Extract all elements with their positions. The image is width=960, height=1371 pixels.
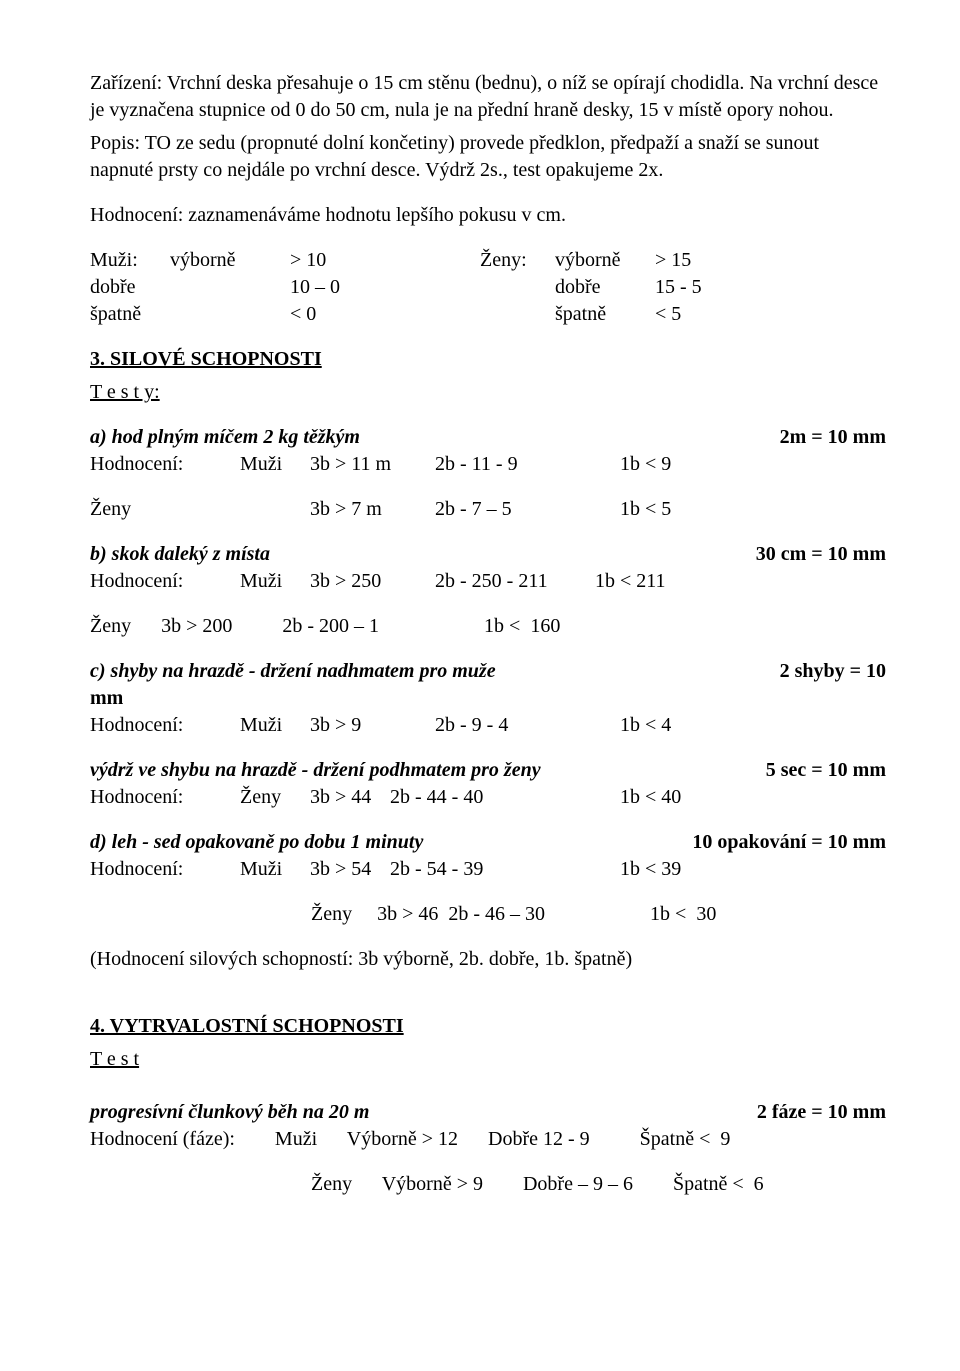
cell: 1b < 39 [620, 856, 720, 883]
test-e-men: Hodnocení (fáze): Muži Výborně > 12 Dobř… [90, 1126, 886, 1153]
cell: Ženy [240, 784, 310, 811]
strength-note: (Hodnocení silových schopností: 3b výbor… [90, 946, 886, 973]
section-4-subtitle: T e s t [90, 1046, 886, 1073]
cell: < 0 [290, 301, 480, 328]
test-b-title: b) skok daleký z místa [90, 541, 270, 568]
test-c-men: Hodnocení: Muži 3b > 9 2b - 9 - 4 1b < 4 [90, 712, 886, 739]
cell: 1b < 4 [620, 712, 720, 739]
cell: 1b < 40 [620, 784, 720, 811]
cell: Hodnocení: [90, 856, 240, 883]
paragraph-device: Zařízení: Vrchní deska přesahuje o 15 cm… [90, 70, 886, 124]
cell: špatně [555, 301, 655, 328]
test-a-right: 2m = 10 mm [780, 424, 886, 451]
cell: 1b < 9 [620, 451, 720, 478]
cell: Ženy: [480, 247, 555, 274]
test-cz-right: 5 sec = 10 mm [766, 757, 886, 784]
test-cz-title: výdrž ve shybu na hrazdě - držení podhma… [90, 757, 541, 784]
scale-table: Muži: výborně > 10 Ženy: výborně > 15 do… [90, 247, 886, 328]
test-b-women: Ženy 3b > 200 2b - 200 – 1 1b < 160 [90, 613, 886, 640]
cell [170, 301, 290, 328]
cell: dobře [555, 274, 655, 301]
section-3-title: 3. SILOVÉ SCHOPNOSTI [90, 346, 886, 373]
cell [170, 274, 290, 301]
cell: 3b > 250 [310, 568, 435, 595]
test-e-header: progresívní člunkový běh na 20 m 2 fáze … [90, 1099, 886, 1126]
test-d-header: d) leh - sed opakovaně po dobu 1 minuty … [90, 829, 886, 856]
paragraph-evaluation: Hodnocení: zaznamenáváme hodnotu lepšího… [90, 202, 886, 229]
cell: výborně [555, 247, 655, 274]
cell: Muži [240, 712, 310, 739]
test-c-mm: mm [90, 685, 886, 712]
cell: 1b < 211 [595, 568, 695, 595]
test-d-title: d) leh - sed opakovaně po dobu 1 minuty [90, 829, 423, 856]
section-4-title: 4. VYTRVALOSTNÍ SCHOPNOSTI [90, 1013, 886, 1040]
test-a-men: Hodnocení: Muži 3b > 11 m 2b - 11 - 9 1b… [90, 451, 886, 478]
test-e-title: progresívní člunkový běh na 20 m [90, 1099, 369, 1126]
cell: 15 - 5 [655, 274, 765, 301]
cell: Muži [240, 451, 310, 478]
cell: 2b - 250 - 211 [435, 568, 595, 595]
test-d-men: Hodnocení: Muži 3b > 54 2b - 54 - 39 1b … [90, 856, 886, 883]
cell: 2b - 11 - 9 [435, 451, 620, 478]
cell: Muži: [90, 247, 170, 274]
paragraph-description: Popis: TO ze sedu (propnuté dolní končet… [90, 130, 886, 184]
cell [480, 301, 555, 328]
scale-row: špatně < 0 špatně < 5 [90, 301, 886, 328]
cell: Muži [240, 856, 310, 883]
test-e-women: Ženy Výborně > 9 Dobře – 9 – 6 Špatně < … [311, 1171, 886, 1198]
test-d-right: 10 opakování = 10 mm [692, 829, 886, 856]
test-cz-header: výdrž ve shybu na hrazdě - držení podhma… [90, 757, 886, 784]
cell: dobře [90, 274, 170, 301]
test-c-header: c) shyby na hrazdě - držení nadhmatem pr… [90, 658, 886, 685]
cell: Muži [240, 568, 310, 595]
cell: > 10 [290, 247, 480, 274]
cell: Hodnocení: [90, 451, 240, 478]
test-b-men: Hodnocení: Muži 3b > 250 2b - 250 - 211 … [90, 568, 886, 595]
test-b-right: 30 cm = 10 mm [756, 541, 886, 568]
test-b-header: b) skok daleký z místa 30 cm = 10 mm [90, 541, 886, 568]
test-a-title: a) hod plným míčem 2 kg těžkým [90, 424, 360, 451]
cell: Hodnocení: [90, 712, 240, 739]
cell: 3b > 44 [310, 784, 390, 811]
cell: výborně [170, 247, 290, 274]
cell: Hodnocení: [90, 784, 240, 811]
cell: 10 – 0 [290, 274, 480, 301]
cell: 2b - 9 - 4 [435, 712, 620, 739]
test-c-title: c) shyby na hrazdě - držení nadhmatem pr… [90, 658, 496, 685]
test-a-header: a) hod plným míčem 2 kg těžkým 2m = 10 m… [90, 424, 886, 451]
cell [480, 274, 555, 301]
test-cz-women: Hodnocení: Ženy 3b > 44 2b - 44 - 40 1b … [90, 784, 886, 811]
cell: 3b > 11 m [310, 451, 435, 478]
cell: Ženy [90, 496, 310, 523]
cell: 2b - 44 - 40 [390, 784, 620, 811]
scale-row: Muži: výborně > 10 Ženy: výborně > 15 [90, 247, 886, 274]
cell: 3b > 7 m [310, 496, 435, 523]
cell: 2b - 54 - 39 [390, 856, 620, 883]
test-c-right: 2 shyby = 10 [780, 658, 886, 685]
cell: 1b < 5 [620, 496, 720, 523]
cell: < 5 [655, 301, 765, 328]
cell: 2b - 7 – 5 [435, 496, 620, 523]
scale-row: dobře 10 – 0 dobře 15 - 5 [90, 274, 886, 301]
cell: > 15 [655, 247, 765, 274]
test-a-women: Ženy 3b > 7 m 2b - 7 – 5 1b < 5 [90, 496, 886, 523]
cell: 3b > 54 [310, 856, 390, 883]
cell: Hodnocení: [90, 568, 240, 595]
test-e-right: 2 fáze = 10 mm [757, 1099, 886, 1126]
section-3-subtitle: T e s t y: [90, 379, 886, 406]
cell: špatně [90, 301, 170, 328]
test-d-women: Ženy 3b > 46 2b - 46 – 30 1b < 30 [311, 901, 886, 928]
cell: 3b > 9 [310, 712, 435, 739]
